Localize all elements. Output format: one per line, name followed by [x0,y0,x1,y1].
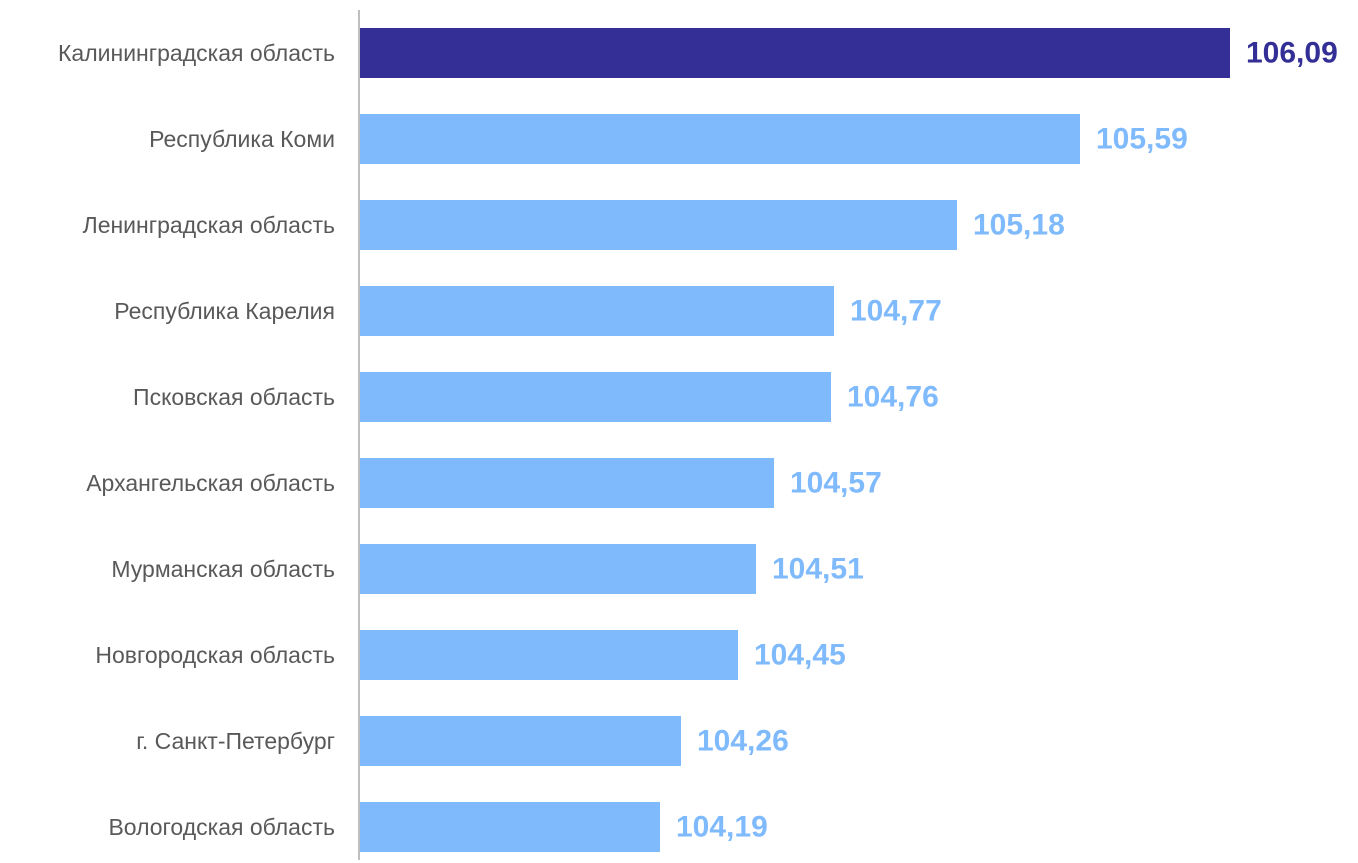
bar-10 [360,802,660,852]
value-label-6: 104,57 [790,467,882,500]
bar-1 [360,28,1230,78]
bar-7 [360,544,756,594]
category-label-3: Ленинградская область [83,212,335,238]
value-label-9: 104,26 [697,725,789,758]
bar-4 [360,286,834,336]
bar-3 [360,200,957,250]
value-label-5: 104,76 [847,381,939,414]
category-label-8: Новгородская область [95,642,335,668]
bar-9 [360,716,681,766]
bar-8 [360,630,738,680]
value-label-10: 104,19 [676,811,768,844]
category-label-6: Архангельская область [86,470,335,496]
value-label-1: 106,09 [1246,37,1338,70]
category-label-5: Псковская область [133,384,335,410]
bar-6 [360,458,774,508]
value-label-8: 104,45 [754,639,846,672]
value-label-3: 105,18 [973,209,1065,242]
category-label-4: Республика Карелия [114,298,335,324]
category-label-2: Республика Коми [149,126,335,152]
value-label-2: 105,59 [1096,123,1188,156]
value-label-4: 104,77 [850,295,942,328]
value-label-7: 104,51 [772,553,864,586]
category-label-7: Мурманская область [111,556,335,582]
category-label-9: г. Санкт-Петербург [136,728,335,754]
bar-2 [360,114,1080,164]
category-label-10: Вологодская область [108,814,335,840]
category-label-1: Калининградская область [58,40,335,66]
category-labels-layer: Калининградская область Республика Коми Ле… [58,40,335,840]
value-labels-layer: 106,09 105,59 105,18 104,77 104,76 104,57 104,… [676,37,1338,844]
bars-layer [360,28,1230,852]
bar-5 [360,372,831,422]
